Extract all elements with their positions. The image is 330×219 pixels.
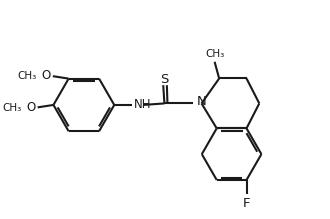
Text: CH₃: CH₃: [205, 49, 224, 59]
Text: O: O: [26, 101, 35, 115]
Text: CH₃: CH₃: [3, 103, 22, 113]
Text: N: N: [197, 95, 207, 108]
Text: CH₃: CH₃: [18, 71, 37, 81]
Text: S: S: [160, 73, 169, 86]
Text: F: F: [243, 197, 250, 210]
Text: O: O: [41, 69, 50, 82]
Text: NH: NH: [134, 98, 152, 111]
